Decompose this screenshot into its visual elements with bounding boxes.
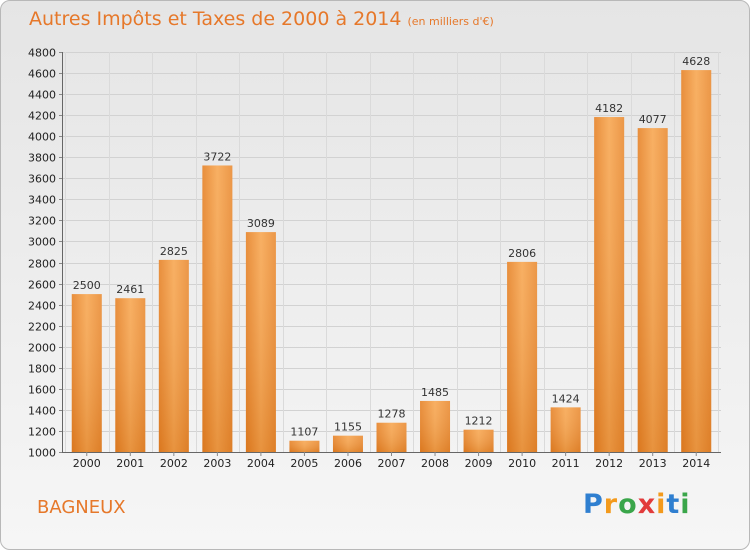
city-name: BAGNEUX: [37, 497, 126, 518]
data-labels: 2500 2461 2825 3722 3089 1107 1155 1278 1485 1212…: [73, 55, 710, 439]
y-tick-label: 2200: [28, 321, 56, 334]
data-label: 4628: [682, 55, 710, 68]
bars: [71, 70, 712, 453]
bar-shade-2003: [202, 165, 233, 452]
x-tick-label: 2010: [508, 457, 536, 470]
data-label: 1424: [552, 392, 580, 405]
bar-shade-2002: [158, 259, 189, 452]
x-tick-label: 2006: [334, 457, 362, 470]
data-label: 2825: [160, 245, 188, 258]
y-tick-label: 4800: [28, 47, 56, 60]
bar-shade-2010: [507, 261, 538, 452]
y-tick-label: 3600: [28, 173, 56, 186]
data-label: 1212: [465, 415, 493, 428]
bar-shade-2014: [681, 70, 712, 453]
y-tick-label: 1600: [28, 384, 56, 397]
y-tick-label: 4200: [28, 110, 56, 123]
bar-shade-2001: [115, 298, 146, 452]
y-tick-label: 3400: [28, 194, 56, 207]
x-tick-label: 2011: [552, 457, 580, 470]
data-label: 4182: [595, 102, 623, 115]
y-tick-label: 3800: [28, 152, 56, 165]
proxiti-logo: Proxiti: [583, 489, 691, 520]
y-tick-label: 4600: [28, 68, 56, 81]
x-tick-label: 2007: [378, 457, 406, 470]
x-tick-label: 2000: [73, 457, 101, 470]
y-tick-label: 1000: [28, 447, 56, 460]
chart-unit: (en milliers d'€): [407, 15, 494, 28]
bar-shade-2008: [420, 400, 451, 452]
x-tick-label: 2002: [160, 457, 188, 470]
x-tick-label: 2003: [203, 457, 231, 470]
axes: 1000 1200 1400 1600 1800 2000 2200 2400 2600 2800…: [28, 47, 721, 470]
y-tick-label: 4000: [28, 131, 56, 144]
x-tick-label: 2001: [116, 457, 144, 470]
x-tick-label: 2005: [290, 457, 318, 470]
y-tick-label: 2000: [28, 342, 56, 355]
data-label: 2806: [508, 247, 536, 260]
bar-shade-2000: [71, 294, 102, 452]
data-label: 4077: [639, 113, 667, 126]
bar-shade-2007: [376, 422, 407, 452]
y-tick-label: 1200: [28, 426, 56, 439]
data-label: 3089: [247, 217, 275, 230]
bar-shade-2009: [463, 429, 494, 452]
y-tick-label: 2800: [28, 258, 56, 271]
bar-shade-2006: [332, 435, 363, 452]
chart-title-text: Autres Impôts et Taxes de 2000 à 2014: [29, 8, 402, 30]
x-tick-label: 2012: [595, 457, 623, 470]
data-label: 2461: [116, 283, 144, 296]
bar-shade-2005: [289, 440, 320, 452]
data-label: 1485: [421, 386, 449, 399]
y-tick-label: 1400: [28, 405, 56, 418]
x-tick-label: 2014: [682, 457, 710, 470]
y-tick-label: 2600: [28, 279, 56, 292]
bar-shade-2011: [550, 407, 581, 452]
x-tick-label: 2008: [421, 457, 449, 470]
y-tick-label: 3200: [28, 215, 56, 228]
y-tick-label: 4400: [28, 89, 56, 102]
data-label: 1278: [378, 408, 406, 421]
bar-shade-2012: [594, 117, 625, 452]
data-label: 2500: [73, 279, 101, 292]
bar-shade-2013: [637, 128, 668, 452]
bar-shade-2004: [245, 232, 276, 452]
x-tick-label: 2009: [465, 457, 493, 470]
chart-title: Autres Impôts et Taxes de 2000 à 2014 (en…: [29, 8, 494, 30]
y-tick-label: 3000: [28, 236, 56, 249]
data-label: 1107: [290, 426, 318, 439]
data-label: 1155: [334, 421, 362, 434]
x-tick-label: 2004: [247, 457, 275, 470]
x-tick-label: 2013: [639, 457, 667, 470]
data-label: 3722: [203, 150, 231, 163]
y-tick-label: 1800: [28, 363, 56, 376]
y-tick-label: 2400: [28, 300, 56, 313]
